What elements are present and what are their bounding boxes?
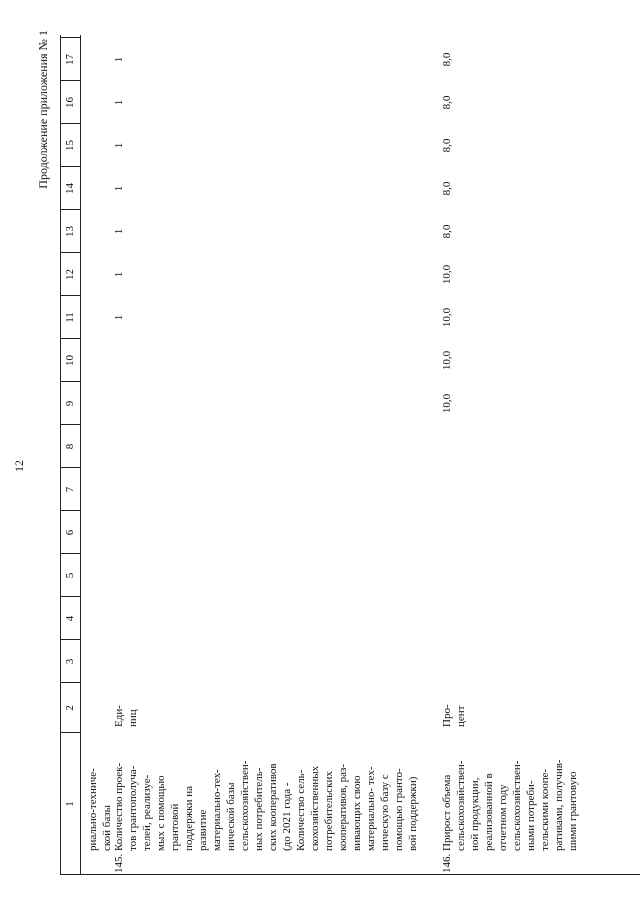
row-text: ских кооперативов [267, 763, 279, 851]
row-text: Количество сель- [295, 769, 307, 851]
row-text: скохозяйственных [309, 765, 321, 851]
row-text: ной продукции, [469, 777, 481, 851]
row-text: материально-тех- [211, 769, 223, 851]
cell-value: 1 [113, 99, 125, 106]
row-text: потребительских [323, 771, 335, 851]
table-left-border [60, 874, 640, 875]
row-text: кооперативов, раз- [337, 763, 349, 851]
column-header: 10 [64, 355, 76, 366]
row-text: материально- тех- [365, 766, 377, 851]
row-text: сельскохозяйствен- [239, 760, 251, 851]
row-text: помощью гранто- [393, 768, 405, 851]
row-text: риально-техниче- [87, 768, 99, 851]
row-text: тельскими коопе- [539, 768, 551, 851]
row-text: шими грантовую [567, 771, 579, 851]
cell-value: 1 [113, 228, 125, 235]
row-text: реализованной в [483, 773, 495, 851]
cell-value: 1 [113, 56, 125, 63]
column-header: 4 [64, 615, 76, 622]
cell-value: 10,0 [441, 350, 453, 371]
row-number: 145. [113, 853, 125, 873]
column-header: 16 [64, 97, 76, 108]
row-text: ративами, получив- [553, 759, 565, 851]
cell-value: 1 [113, 314, 125, 321]
row-text: развитие [197, 809, 209, 851]
row-text: вой поддержки) [407, 776, 419, 851]
header-bottom-line [80, 35, 81, 875]
cell-value: 8,0 [441, 138, 453, 153]
row-text: ными потреби- [525, 780, 537, 851]
column-header: 5 [64, 572, 76, 579]
row-text: Прирост объема [441, 774, 453, 851]
document-title: Продолжение приложения № 1 [36, 30, 50, 189]
column-header: 9 [64, 400, 76, 407]
cell-value: 10,0 [441, 393, 453, 414]
row-text: поддержки на [183, 786, 195, 851]
unit: ниц [127, 709, 139, 727]
unit: Про- [441, 704, 453, 727]
row-text: ническую базу с [379, 774, 391, 851]
cell-value: 8,0 [441, 95, 453, 110]
row-text: грантовой [169, 803, 181, 851]
column-header: 8 [64, 443, 76, 450]
row-text: отчетном году [497, 784, 509, 851]
unit: цент [455, 705, 467, 727]
page-number: 12 [12, 460, 26, 472]
column-header: 12 [64, 269, 76, 280]
unit: Еди- [113, 705, 125, 727]
cell-value: 8,0 [441, 181, 453, 196]
column-header: 2 [64, 705, 76, 711]
row-text: нической базы [225, 782, 237, 851]
column-divider [60, 37, 80, 38]
column-header: 6 [64, 529, 76, 536]
cell-value: 1 [113, 185, 125, 192]
column-header: 3 [64, 658, 76, 665]
column-header: 17 [64, 54, 76, 65]
row-number: 146. [441, 853, 453, 873]
row-text: Количество проек- [113, 762, 125, 851]
column-header: 1 [64, 801, 76, 807]
row-text: тов грантополуча- [127, 765, 139, 851]
column-header: 7 [64, 486, 76, 493]
row-text: сельскохозяйствен- [455, 760, 467, 851]
column-header: 15 [64, 140, 76, 151]
column-header: 13 [64, 226, 76, 237]
row-text: телей, реализуе- [141, 774, 153, 851]
row-text: (до 2021 года - [281, 782, 293, 851]
cell-value: 1 [113, 271, 125, 278]
row-text: вивающих свою [351, 775, 363, 851]
cell-value: 8,0 [441, 224, 453, 239]
row-text: сельскохозяйствен- [511, 760, 523, 851]
column-header: 11 [64, 312, 76, 323]
row-text: мых с помощью [155, 775, 167, 851]
row-text: ных потребитель- [253, 767, 265, 851]
cell-value: 10,0 [441, 264, 453, 285]
cell-value: 10,0 [441, 307, 453, 328]
column-header: 14 [64, 183, 76, 194]
cell-value: 8,0 [441, 52, 453, 67]
cell-value: 1 [113, 142, 125, 149]
header-top-line [60, 35, 61, 875]
